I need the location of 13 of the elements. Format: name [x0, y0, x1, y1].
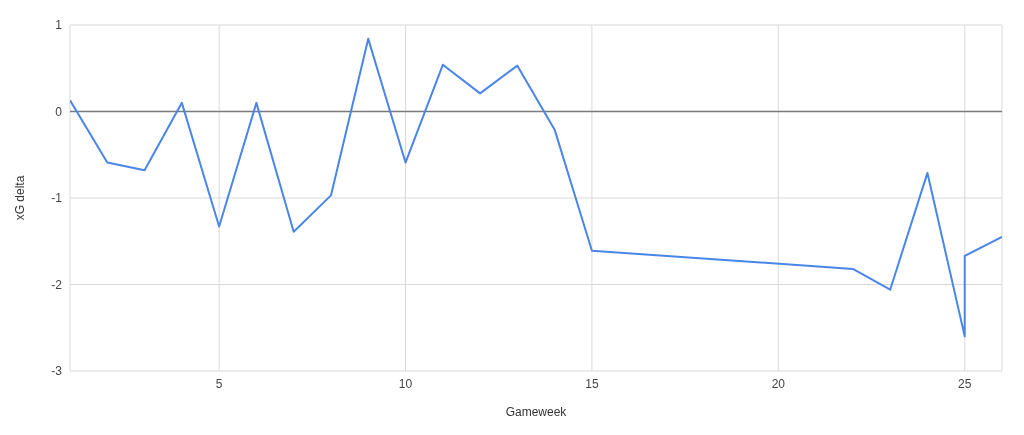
x-tick-label: 5 — [215, 376, 223, 391]
y-tick-label: 0 — [55, 104, 63, 119]
x-tick-label: 10 — [398, 376, 413, 391]
y-axis-title: xG delta — [13, 175, 28, 221]
y-tick-label: 1 — [55, 18, 63, 33]
line-series — [70, 37, 1002, 338]
y-tick-label: -2 — [51, 277, 63, 292]
x-tick-label: 25 — [958, 376, 972, 391]
x-tick-label: 15 — [585, 376, 599, 391]
y-tick-label: -3 — [51, 364, 63, 379]
x-tick-label: 20 — [771, 376, 786, 391]
x-axis-title: Gameweek — [505, 405, 568, 419]
y-tick-label: -1 — [51, 191, 63, 206]
